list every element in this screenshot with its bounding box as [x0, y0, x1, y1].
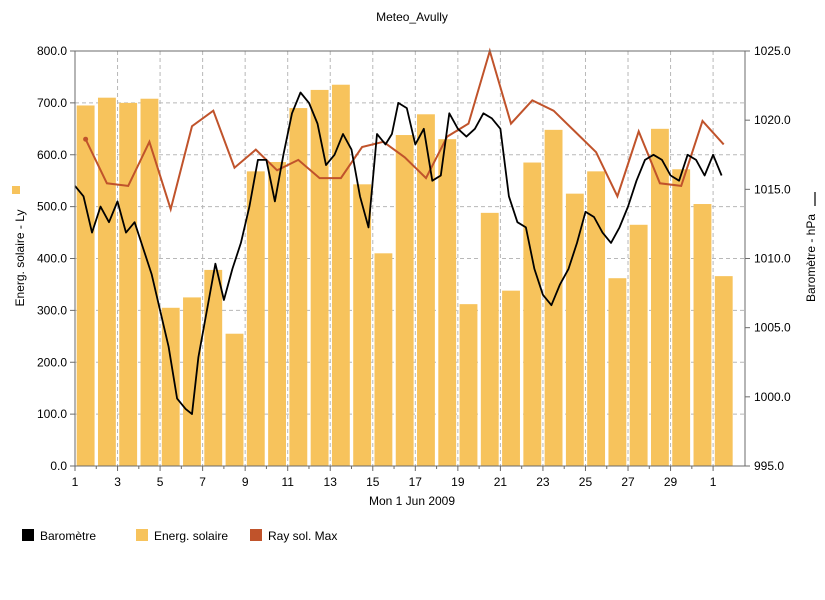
left-tick-label: 300.0	[37, 303, 67, 317]
ray-start-marker	[83, 136, 89, 142]
x-tick-label: 1	[72, 475, 79, 489]
left-tick-label: 200.0	[37, 355, 67, 369]
legend-label-ray-sol-max: Ray sol. Max	[268, 529, 337, 543]
bar-energ-solaire	[374, 253, 393, 466]
legend-swatch-barometre	[22, 529, 34, 541]
bar-energ-solaire	[438, 139, 457, 466]
x-tick-label: 17	[409, 475, 423, 489]
legend-label-barometre: Baromètre	[40, 529, 96, 543]
line-series-barometre	[74, 91, 723, 415]
bar-energ-solaire	[97, 97, 116, 466]
x-tick-label: 7	[199, 475, 206, 489]
bar-energ-solaire	[246, 171, 265, 466]
bar-energ-solaire	[608, 278, 627, 466]
x-tick-label: 19	[451, 475, 465, 489]
legend-swatch-energ-solaire	[136, 529, 148, 541]
legend-swatch-ray-sol-max	[250, 529, 262, 541]
y-axis-left-label: Energ. solaire - Ly	[13, 210, 27, 307]
left-tick-label: 0.0	[50, 459, 67, 473]
y-axis-right-label: Baromètre - hPa	[804, 214, 818, 302]
x-tick-label: 9	[242, 475, 249, 489]
bar-energ-solaire	[587, 171, 606, 466]
left-tick-label: 400.0	[37, 252, 67, 266]
bar-energ-solaire	[395, 135, 414, 466]
y-axis-left-swatch	[12, 186, 20, 194]
bar-energ-solaire	[480, 212, 499, 466]
bar-energ-solaire	[76, 105, 95, 466]
left-tick-label: 100.0	[37, 407, 67, 421]
x-tick-label: 21	[494, 475, 508, 489]
right-axis-ticks: 995.0 1000.0 1005.0 1010.0 1015.0 1020.0 1025.…	[745, 44, 791, 473]
x-tick-label: 3	[114, 475, 121, 489]
left-tick-label: 600.0	[37, 148, 67, 162]
right-tick-label: 1020.0	[754, 113, 791, 127]
bar-energ-solaire	[650, 128, 669, 466]
right-tick-label: 1025.0	[754, 44, 791, 58]
legend: Baromètre Energ. solaire Ray sol. Max	[22, 529, 337, 543]
bar-energ-solaire	[161, 307, 180, 466]
x-tick-label: 15	[366, 475, 380, 489]
x-tick-label: 13	[324, 475, 338, 489]
x-tick-label: 5	[157, 475, 164, 489]
line-barometre	[74, 91, 723, 415]
x-axis-label: Mon 1 Jun 2009	[369, 494, 455, 508]
chart-title: Meteo_Avully	[376, 10, 448, 24]
bar-energ-solaire	[693, 204, 712, 466]
line-ray-sol-max	[84, 47, 725, 213]
bar-energ-solaire	[672, 169, 691, 466]
bar-energ-solaire	[629, 224, 648, 466]
right-tick-label: 1010.0	[754, 252, 791, 266]
bar-energ-solaire	[565, 193, 584, 466]
bar-series-energ-solaire	[76, 84, 733, 466]
line-series-ray-sol-max	[83, 47, 725, 213]
left-tick-label: 700.0	[37, 96, 67, 110]
right-tick-label: 995.0	[754, 459, 784, 473]
x-axis-ticks: 1 3 5 7 9 11 13 15 17 19 21 23 25 27 29 1	[72, 466, 717, 489]
bar-energ-solaire	[183, 297, 201, 466]
x-tick-label: 1	[710, 475, 717, 489]
bar-energ-solaire	[310, 89, 329, 466]
bar-energ-solaire	[523, 162, 542, 466]
x-tick-label: 29	[664, 475, 678, 489]
bar-energ-solaire	[140, 98, 159, 466]
bar-energ-solaire	[331, 84, 350, 466]
right-tick-label: 1005.0	[754, 321, 791, 335]
bar-energ-solaire	[417, 114, 435, 466]
x-tick-label: 23	[536, 475, 550, 489]
bar-energ-solaire	[502, 290, 520, 466]
left-tick-label: 500.0	[37, 200, 67, 214]
bar-energ-solaire	[204, 269, 223, 466]
bar-energ-solaire	[119, 102, 138, 466]
bar-energ-solaire	[225, 333, 244, 466]
x-tick-label: 25	[579, 475, 593, 489]
legend-label-energ-solaire: Energ. solaire	[154, 529, 228, 543]
bar-energ-solaire	[714, 276, 733, 466]
x-tick-label: 11	[281, 475, 294, 489]
right-tick-label: 1015.0	[754, 182, 791, 196]
left-tick-label: 800.0	[37, 44, 67, 58]
bar-energ-solaire	[353, 184, 372, 466]
left-axis-ticks: 0.0 100.0 200.0 300.0 400.0 500.0 600.0 700.0 80…	[37, 44, 75, 473]
x-tick-label: 27	[621, 475, 635, 489]
right-tick-label: 1000.0	[754, 390, 791, 404]
bar-energ-solaire	[459, 304, 478, 466]
bar-energ-solaire	[268, 162, 286, 466]
bar-energ-solaire	[289, 108, 308, 466]
